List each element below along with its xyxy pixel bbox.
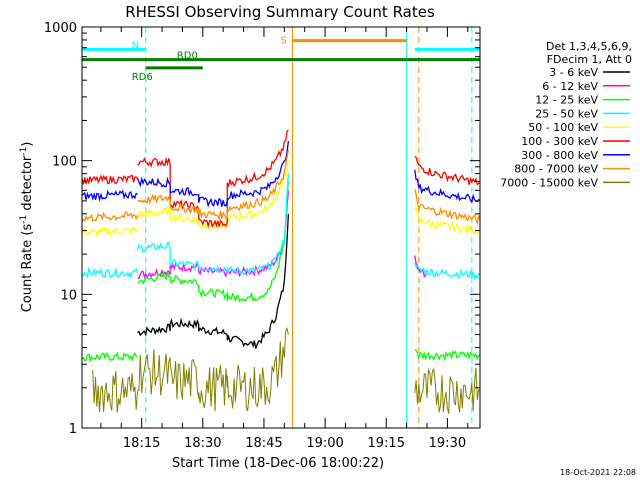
y-tick-label-100: 100 [52, 155, 77, 170]
timestamp: 18-Oct-2021 22:08 [560, 468, 636, 477]
series-line-5-segment-2 [137, 160, 290, 231]
x-tick-label-1845: 18:45 [245, 436, 282, 451]
x-tick-label-1830: 18:30 [184, 436, 221, 451]
y-axis-label-exponent-2: -1 [19, 147, 29, 156]
annotation-label-5: RD6 [132, 72, 153, 83]
x-tick-label-1915: 19:15 [368, 436, 405, 451]
legend-label-2: 6 - 12 keV [542, 80, 598, 93]
series-line-6-segment-2 [137, 129, 289, 229]
y-tick-label-10: 10 [60, 288, 77, 303]
x-axis-label: Start Time (18-Dec-06 18:00:22) [172, 456, 384, 471]
legend-label-3: 12 - 25 keV [535, 94, 598, 107]
legend-header-2: FDecim 1, Att 0 [547, 53, 632, 66]
legend-header-1: Det 1,3,4,5,6,9, [546, 40, 632, 53]
plot-frame [81, 26, 481, 429]
legend-label-7: 300 - 800 keV [521, 149, 598, 162]
series-line-7-segment-3 [414, 169, 481, 204]
series-line-1-segment-1 [137, 213, 290, 349]
y-axis-label-text-2: detector [20, 155, 35, 215]
x-tick-label-1930: 19:30 [429, 436, 466, 451]
annotation-label-3: S [280, 36, 286, 47]
series-line-9-segment-3 [414, 367, 481, 414]
series-line-9-segment-1 [92, 369, 139, 413]
y-axis-label-text: Count Rate (s [20, 224, 35, 313]
series-line-3-segment-3 [414, 349, 481, 362]
series-line-4-segment-3 [414, 262, 481, 280]
legend-label-6: 100 - 300 keV [521, 135, 598, 148]
annotation-label-4: RD0 [177, 51, 198, 62]
x-tick-label-1900: 19:00 [306, 436, 343, 451]
series-line-3-segment-2 [137, 181, 290, 303]
series-line-2-segment-1 [137, 190, 290, 280]
y-axis-label-exponent: -1 [19, 215, 29, 224]
series-line-4-segment-1 [81, 266, 139, 279]
annotation-label-1: N [132, 40, 139, 51]
y-axis-label-text-3: ) [20, 142, 35, 147]
legend-label-9: 7000 - 15000 keV [500, 176, 598, 189]
series-line-6-segment-1 [81, 174, 139, 186]
y-axis-label: Count Rate (s-1 detector-1) [19, 142, 35, 313]
legend: Det 1,3,4,5,6,9,FDecim 1, Att 03 - 6 keV… [500, 40, 632, 189]
series-line-7-segment-2 [136, 141, 290, 208]
series-line-5-segment-3 [414, 206, 481, 236]
legend-label-5: 50 - 100 keV [528, 121, 598, 134]
legend-label-4: 25 - 50 keV [535, 107, 598, 120]
series-line-9-segment-2 [137, 326, 289, 412]
series-line-6-segment-3 [414, 155, 480, 186]
series-line-8-segment-2 [137, 149, 290, 221]
series-line-7-segment-1 [81, 189, 138, 203]
series-line-8-segment-1 [81, 211, 139, 223]
legend-label-1: 3 - 6 keV [549, 66, 598, 79]
series-line-8-segment-3 [414, 189, 481, 226]
series-line-5-segment-1 [81, 225, 138, 238]
x-tick-label-1815: 18:15 [123, 436, 160, 451]
y-tick-label-1000: 1000 [44, 21, 77, 36]
series-line-4-segment-2 [136, 173, 290, 276]
chart-title: RHESSI Observing Summary Count Rates [125, 3, 435, 21]
series-line-3-segment-1 [81, 351, 138, 364]
y-tick-label-1: 1 [69, 422, 77, 437]
legend-label-8: 800 - 7000 keV [514, 163, 598, 176]
